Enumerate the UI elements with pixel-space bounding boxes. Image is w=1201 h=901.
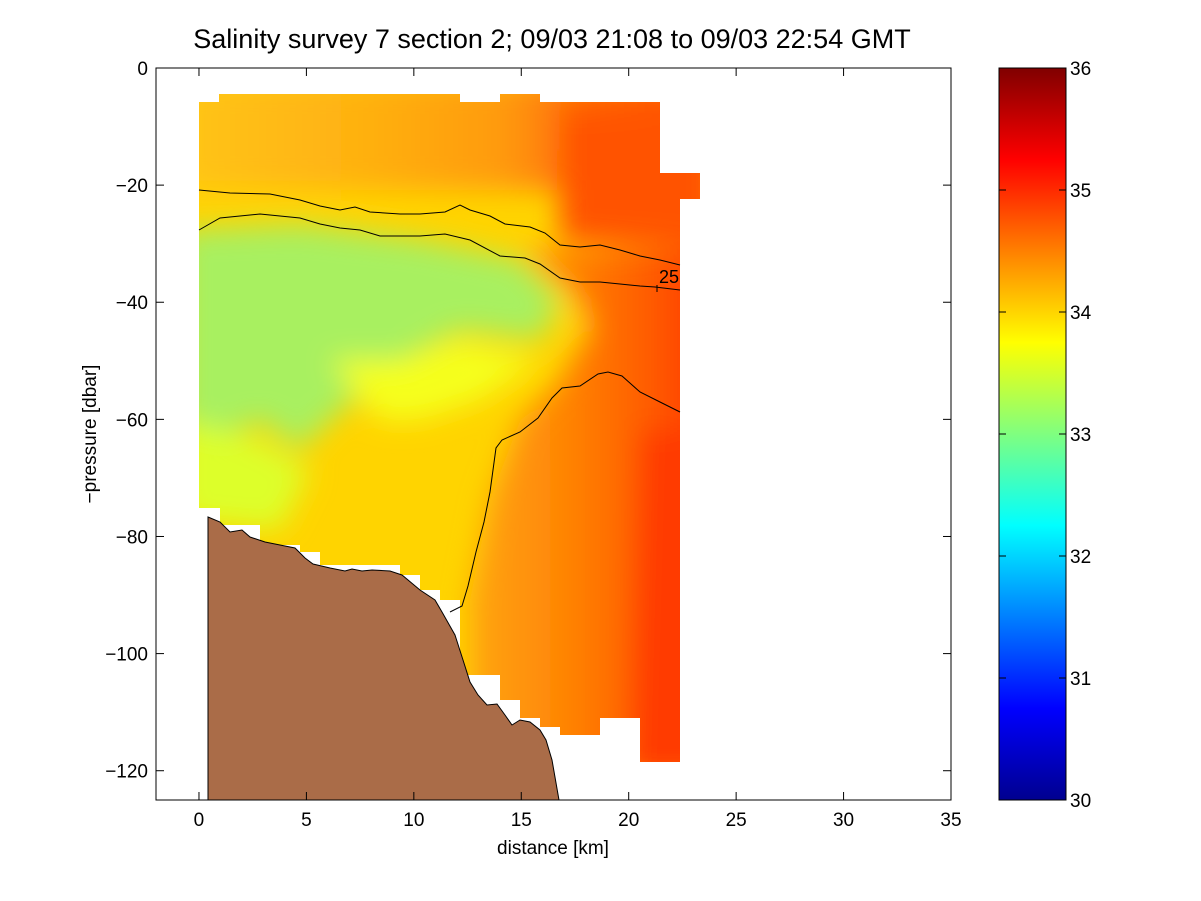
y-tick-label: −120	[105, 762, 148, 783]
colorbar-tick-label: 36	[1070, 59, 1091, 80]
deep-high-salinity	[630, 430, 700, 762]
y-tick-label: −100	[105, 645, 148, 666]
transition-layer	[330, 340, 540, 420]
contour-label: 25	[659, 267, 679, 287]
x-axis-label: distance [km]	[497, 838, 609, 859]
transition-layer	[199, 420, 310, 530]
colorbar-tick-label: 33	[1070, 425, 1091, 446]
colorbar-ticks	[999, 67, 1066, 801]
plot-area-frame	[155, 67, 952, 801]
x-tick-label: 0	[194, 810, 205, 831]
x-tick-label: 35	[940, 810, 961, 831]
bathymetry-seafloor	[207, 516, 560, 801]
colorbar-tick-label: 31	[1070, 669, 1091, 690]
contour-lines	[198, 189, 681, 613]
low-salinity-core	[199, 225, 560, 450]
colorbar-tick-labels: 30 31 32 33 34 35 36	[1070, 59, 1092, 812]
colorbar-tick-label: 30	[1070, 791, 1091, 812]
chart-title: Salinity survey 7 section 2; 09/03 21:08…	[193, 24, 910, 54]
colorbar-tick-label: 35	[1070, 181, 1091, 202]
y-tick-label: −80	[116, 527, 148, 548]
x-tick-label: 30	[833, 810, 854, 831]
y-tick-label: −20	[116, 176, 148, 197]
contour-line	[449, 371, 681, 613]
colorbar	[998, 67, 1067, 801]
y-tick-label: −40	[116, 293, 148, 314]
colorbar-tick-label: 34	[1070, 303, 1092, 324]
y-tick-label: 0	[137, 59, 148, 80]
y-axis-label: −pressure [dbar]	[80, 365, 101, 504]
colorbar-tick-label: 32	[1070, 547, 1091, 568]
x-tick-label: 5	[301, 810, 312, 831]
x-tick-label: 20	[618, 810, 639, 831]
x-tick-label: 15	[511, 810, 532, 831]
contour-line	[198, 189, 681, 266]
axis-ticks	[156, 67, 952, 800]
x-tick-label: 10	[403, 810, 424, 831]
y-tick-label: −60	[116, 410, 148, 431]
axis-tick-labels: 0 5 10 15 20 25 30 35 0 −20 −40 −60 −80 −100 −120	[105, 59, 961, 831]
surface-high-salinity	[560, 110, 700, 250]
contour-line	[198, 213, 681, 291]
x-tick-label: 25	[726, 810, 747, 831]
